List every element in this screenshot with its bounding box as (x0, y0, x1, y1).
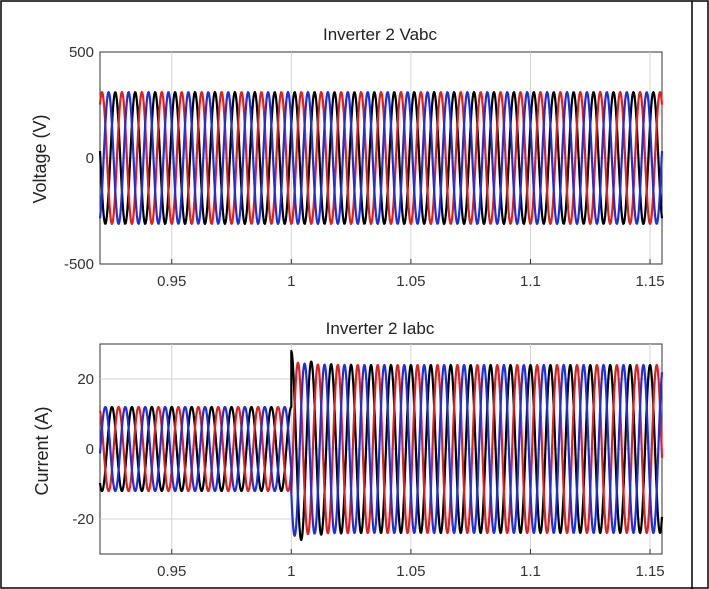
voltage-y-tick-label: -500 (64, 256, 94, 273)
voltage-chart-ylabel: Voltage (V) (30, 114, 50, 203)
voltage-chart: Inverter 2 Vabc Voltage (V) 0.95 1 1.05 1.1… (30, 25, 665, 290)
voltage-x-tick-label: 1.15 (635, 273, 664, 290)
current-x-tick-label: 1.05 (396, 563, 425, 580)
voltage-waveforms (98, 90, 664, 226)
current-y-ticks: -20 0 20 (72, 371, 94, 528)
voltage-y-ticks: -500 0 500 (64, 44, 94, 273)
voltage-x-tick-label: 0.95 (157, 273, 186, 290)
voltage-x-tick-label: 1.1 (520, 273, 541, 290)
current-y-tick-label: -20 (72, 511, 94, 528)
current-x-tick-label: 0.95 (157, 563, 186, 580)
current-phase-1-line (98, 349, 664, 542)
voltage-phase-3-line (98, 90, 664, 226)
voltage-x-tick-label: 1.05 (396, 273, 425, 290)
current-x-tick-label: 1.15 (635, 563, 664, 580)
voltage-x-ticks: 0.95 1 1.05 1.1 1.15 (157, 259, 665, 290)
voltage-y-tick-label: 500 (69, 44, 94, 61)
current-chart-title: Inverter 2 Iabc (326, 319, 435, 338)
current-y-tick-label: 0 (86, 441, 94, 458)
current-x-tick-label: 1 (287, 563, 295, 580)
current-chart: Inverter 2 Iabc Current (A) 0.95 1 1.05 1.1… (32, 319, 665, 580)
voltage-chart-title: Inverter 2 Vabc (323, 25, 438, 44)
voltage-y-tick-label: 0 (86, 150, 94, 167)
voltage-x-tick-label: 1 (287, 273, 295, 290)
current-y-tick-label: 20 (77, 371, 94, 388)
current-chart-ylabel: Current (A) (32, 406, 52, 495)
current-x-tick-label: 1.1 (520, 563, 541, 580)
current-x-ticks: 0.95 1 1.05 1.1 1.15 (157, 549, 665, 580)
voltage-phase-2-line (98, 90, 664, 226)
current-waveforms (98, 349, 664, 542)
current-phase-3-line (98, 362, 664, 537)
